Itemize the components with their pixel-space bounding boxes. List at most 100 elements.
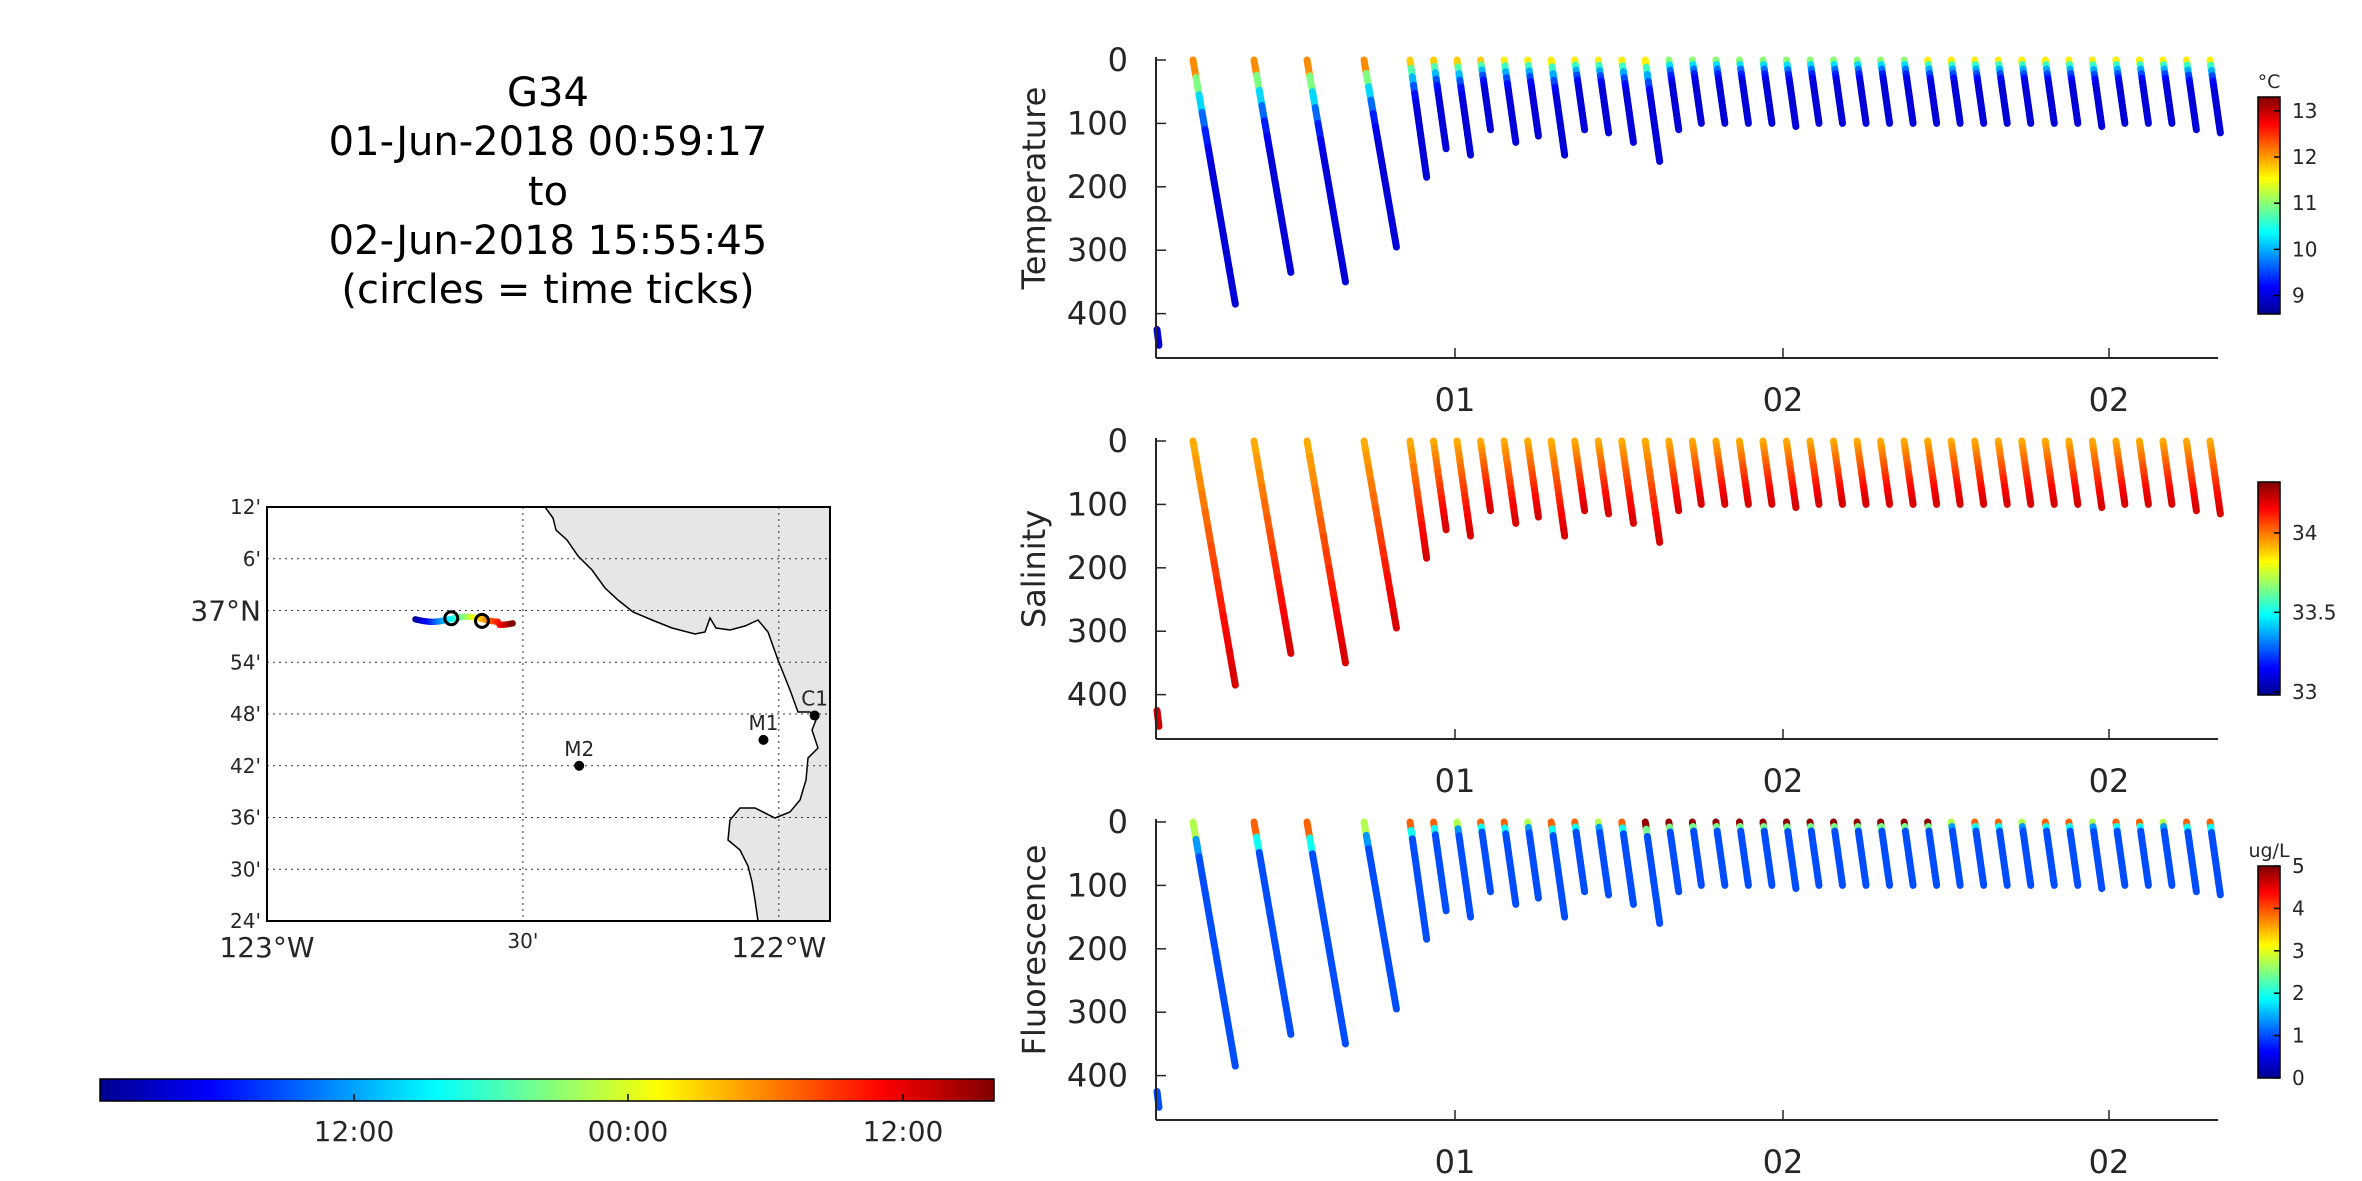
fluorescence-profile-segment [1534,889,1542,902]
salinity-profile-segment [2216,505,2224,518]
fluorescence-cbar-tick: 5 [2292,854,2305,878]
temperature-panel: 0 100 200 300 400 01 02 02 Temperature 13 12 11 10 9 °… [1015,41,2317,419]
temperature-profile-segment [1814,115,1823,127]
temperature-profile-segment [1629,133,1637,146]
fluorescence-profile-segment [1421,927,1431,943]
fluorescence-profile-segment [1441,900,1450,915]
fluorescence-ytick: 200 [1067,930,1128,968]
fluorescence-ytick: 0 [1108,803,1128,841]
temperature-profile-segment [1744,115,1752,127]
salinity-profile-segment [1932,496,1941,508]
salinity-profile-segment [1511,514,1520,527]
fluorescence-profile-segment [2050,877,2058,889]
temperature-profile-segment [1720,115,1729,127]
salinity-xtick: 01 [1435,762,1476,800]
salinity-profile-segment [1814,496,1823,508]
temperature-cbar-tick: 10 [2292,237,2317,261]
fluorescence-profile-segment [2167,877,2176,889]
salinity-ytick: 0 [1108,422,1128,460]
time-tick-circle [443,610,460,627]
temperature-cbar-tick: 11 [2292,191,2317,215]
temperature-ytick: 200 [1067,168,1128,206]
fluorescence-cbar-unit: ug/L [2248,840,2290,862]
salinity-profile-segment [1791,499,1800,512]
temperature-ylabel: Temperature [1015,87,1053,291]
salinity-profile-segment [1153,706,1163,730]
temperature-profile-segment [1604,124,1613,137]
temperature-ytick: 100 [1067,104,1128,142]
salinity-cbar-tick: 33.5 [2292,600,2337,624]
temperature-profile-segment [1861,115,1870,127]
fluorescence-profile-segment [1390,992,1400,1013]
temperature-profile-segment [1767,115,1776,127]
map-lon-tick: 30' [507,929,538,953]
salinity-profile-segment [1421,546,1431,562]
time-colorbar: 12:00 00:00 12:00 [99,1078,995,1148]
salinity-xtick: 02 [2089,762,2130,800]
salinity-profile-segment [1767,496,1776,508]
temperature-profile-segment [2026,115,2035,127]
salinity-profile-segment [1908,496,1917,508]
temperature-cbar-unit: °C [2258,71,2281,93]
fluorescence-profile-segment [1580,883,1589,896]
temperature-profile-segment [1284,253,1295,276]
temperature-profile-segment [1838,115,1847,127]
salinity-ylabel: Salinity [1015,510,1053,628]
temperature-profile-segment [2120,115,2129,127]
fluorescence-profile-segment [1629,895,1637,908]
fluorescence-cbar-tick: 4 [2292,896,2305,920]
salinity-profile-segment [1885,496,1894,508]
station-marker [758,734,769,745]
fluorescence-profile-segment [2026,877,2035,889]
fluorescence-profile-segment [1228,1045,1239,1070]
title-start: 01-Jun-2018 00:59:17 [329,119,768,165]
fluorescence-profile-segment [2097,880,2106,893]
fluorescence-profile-segment [2120,877,2129,889]
temperature-cbar-tick: 13 [2292,99,2317,123]
temperature-colorbar [2257,96,2281,315]
fluorescence-ytick: 400 [1067,1057,1128,1095]
fluorescence-profile-segment [1339,1024,1349,1048]
salinity-profile-segment [1339,643,1349,667]
fluorescence-cbar-tick: 2 [2292,981,2305,1005]
temperature-profile-segment [1580,121,1589,134]
fluorescence-colorbar [2257,865,2281,1079]
temperature-profile-segment [2073,115,2082,127]
track-point [509,620,516,627]
time-tick-circle [473,612,490,629]
fluorescence-ylabel: Fluorescence [1015,845,1053,1056]
map-lat-tick: 42' [230,754,261,778]
salinity-profile-segment [2192,502,2200,515]
fluorescence-profile-segment [1885,877,1894,889]
temperature-cbar-tick: 9 [2292,284,2305,308]
fluorescence-profile-segment [1655,912,1664,927]
fluorescence-xtick: 01 [1435,1143,1476,1181]
salinity-profile-segment [1655,531,1664,546]
fluorescence-profile-segment [1838,877,1847,889]
fluorescence-ytick: 300 [1067,993,1128,1031]
temperature-xtick: 02 [1763,381,1804,419]
temperature-profile-segment [1339,262,1349,286]
fluorescence-profile-segment [1767,877,1776,889]
temperature-profile-segment [1466,144,1475,159]
map-lat-tick: 36' [230,806,261,830]
salinity-profile-segment [2097,499,2106,512]
temperature-profile-segment [1655,150,1664,165]
salinity-profile-segment [2003,496,2011,508]
fluorescence-ytick: 100 [1067,866,1128,904]
map-lat-tick: 6' [243,547,261,571]
salinity-profile-segment [1697,496,1705,508]
temperature-profile-segment [1441,138,1450,153]
salinity-profile-segment [1674,502,1683,515]
fluorescence-profile-segment [1932,877,1941,889]
station-marker [809,710,820,721]
fluorescence-profile-segment [1720,877,1729,889]
temperature-profile-segment [1674,121,1683,134]
fluorescence-profile-segment [1697,877,1705,889]
temperature-profile-segment [1486,121,1494,134]
time-colorbar-bar [99,1078,995,1102]
temperature-profile-segment [2192,121,2200,134]
salinity-cbar-tick: 34 [2292,521,2317,545]
fluorescence-cbar-tick: 3 [2292,939,2305,963]
station-label: M2 [564,737,594,761]
